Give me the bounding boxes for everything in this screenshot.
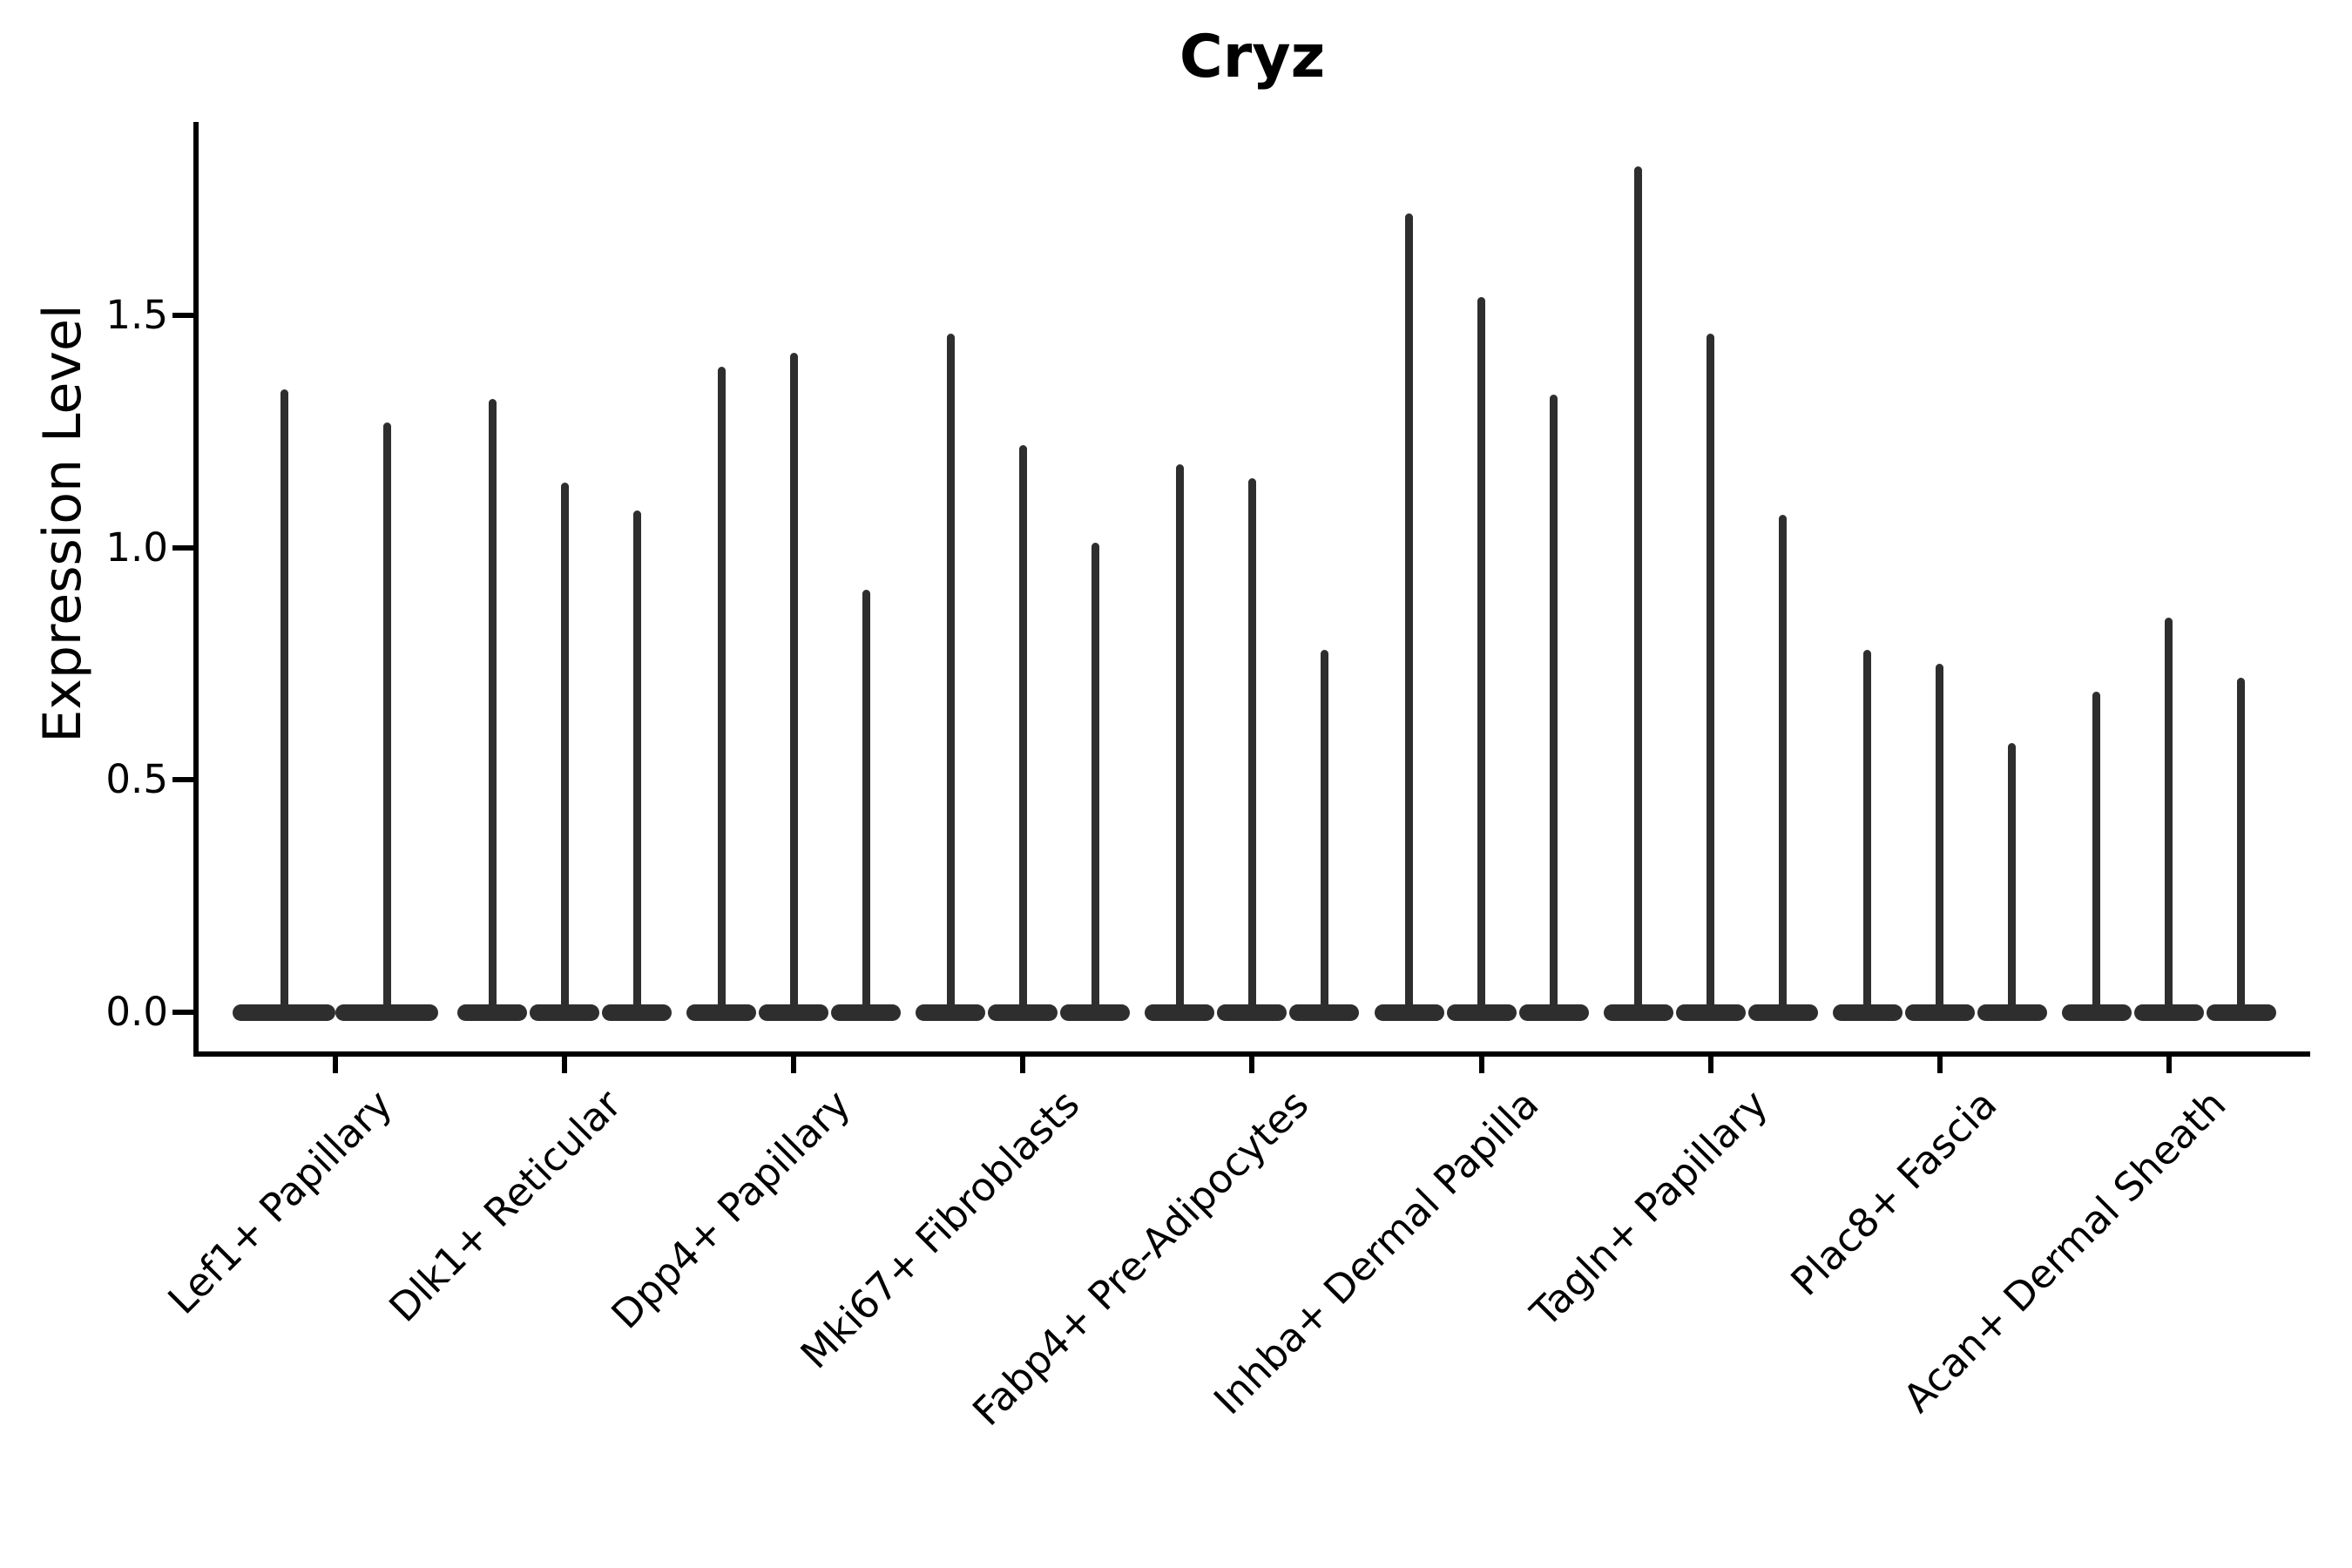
violin-spike <box>488 399 497 1010</box>
violin-base <box>2061 1004 2132 1021</box>
y-tick-label: 1.0 <box>105 524 168 571</box>
violin-base <box>2206 1004 2276 1021</box>
chart-title: Cryz <box>1179 23 1326 91</box>
violin-spike <box>1779 515 1788 1010</box>
y-tick-mark <box>172 777 194 783</box>
violin-spike <box>1175 463 1184 1010</box>
violin-base <box>988 1004 1058 1021</box>
x-tick-mark <box>1936 1057 1943 1073</box>
violin-spike <box>2165 617 2173 1010</box>
violin-base <box>335 1004 438 1021</box>
y-axis-label: Expression Level <box>32 304 93 743</box>
y-tick-mark <box>172 313 194 318</box>
x-axis-spine <box>193 1051 2310 1057</box>
violin-spike <box>862 589 870 1010</box>
violin-spike <box>632 510 641 1010</box>
x-tick-mark <box>2166 1057 2172 1073</box>
violin-base <box>1603 1004 1673 1021</box>
violin-base <box>233 1004 335 1021</box>
x-tick-mark <box>791 1057 797 1073</box>
x-tick-mark <box>1707 1057 1713 1073</box>
violin-spike <box>1634 166 1643 1010</box>
violin-spike <box>280 389 288 1010</box>
violin-base <box>1904 1004 1975 1021</box>
violin-base <box>1289 1004 1360 1021</box>
violin-spike <box>1405 213 1413 1010</box>
violin-base <box>2133 1004 2204 1021</box>
x-tick-mark <box>1478 1057 1484 1073</box>
y-tick-label: 0.0 <box>105 989 168 1035</box>
x-tick-mark <box>1020 1057 1026 1073</box>
violin-base <box>1446 1004 1517 1021</box>
violin-base <box>686 1004 757 1021</box>
y-tick-mark <box>172 544 194 551</box>
violin-spike <box>1936 664 1944 1010</box>
violin-base <box>1832 1004 1903 1021</box>
violin-spike <box>1091 543 1099 1010</box>
x-tick-label: Dlk1+ Reticular <box>380 1080 631 1331</box>
violin-spike <box>1018 445 1027 1010</box>
violin-spike <box>1863 650 1872 1010</box>
violin-spike <box>717 366 726 1010</box>
y-axis-spine <box>193 122 199 1057</box>
violin-base <box>457 1004 528 1021</box>
x-tick-label: Acan+ Dermal Sheath <box>1894 1080 2235 1422</box>
violin-spike <box>2092 692 2101 1010</box>
violin-spike <box>1550 394 1558 1010</box>
violin-spike <box>1320 650 1328 1010</box>
x-tick-label: Lef1+ Papillary <box>159 1080 402 1323</box>
violin-spike <box>1707 334 1715 1010</box>
violin-base <box>759 1004 829 1021</box>
x-tick-label: Plac8+ Fascia <box>1781 1080 2006 1305</box>
violin-base <box>1518 1004 1589 1021</box>
violin-spike <box>560 483 569 1010</box>
x-tick-label: Mki67+ Fibroblasts <box>792 1080 1089 1378</box>
violin-base <box>1747 1004 1818 1021</box>
x-tick-mark <box>1249 1057 1255 1073</box>
violin-spike <box>789 352 798 1010</box>
violin-spike <box>946 334 955 1010</box>
violin-base <box>1145 1004 1215 1021</box>
violin-base <box>1060 1004 1131 1021</box>
violin-spike <box>2008 742 2017 1010</box>
x-tick-mark <box>562 1057 568 1073</box>
y-tick-label: 0.5 <box>105 756 168 803</box>
violin-spike <box>1477 296 1485 1010</box>
violin-base <box>530 1004 600 1021</box>
x-tick-label: Dpp4+ Papillary <box>602 1080 860 1338</box>
violin-base <box>1217 1004 1288 1021</box>
x-tick-label: Inhba+ Dermal Papilla <box>1204 1080 1547 1424</box>
violin-base <box>602 1004 672 1021</box>
x-tick-mark <box>333 1057 338 1073</box>
x-tick-label: Tagln+ Papillary <box>1521 1080 1776 1336</box>
violin-spike <box>2237 678 2246 1010</box>
violin-base <box>1374 1004 1444 1021</box>
violin-spike <box>382 422 391 1010</box>
violin-base <box>916 1004 986 1021</box>
violin-spike <box>1247 477 1256 1010</box>
violin-base <box>1977 1004 2047 1021</box>
violin-base <box>831 1004 902 1021</box>
violin-base <box>1675 1004 1746 1021</box>
x-tick-label: Fabp4+ Pre-Adipocytes <box>963 1080 1318 1435</box>
y-tick-label: 1.5 <box>105 292 168 338</box>
y-tick-mark <box>172 1010 194 1015</box>
